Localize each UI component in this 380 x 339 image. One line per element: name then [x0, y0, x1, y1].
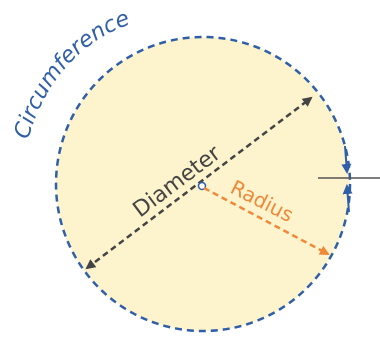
radius-arrow	[203, 186, 330, 256]
circumference-pointer-bottom	[342, 184, 353, 213]
center-point	[197, 181, 207, 191]
circumference-pointer-top	[341, 145, 352, 174]
